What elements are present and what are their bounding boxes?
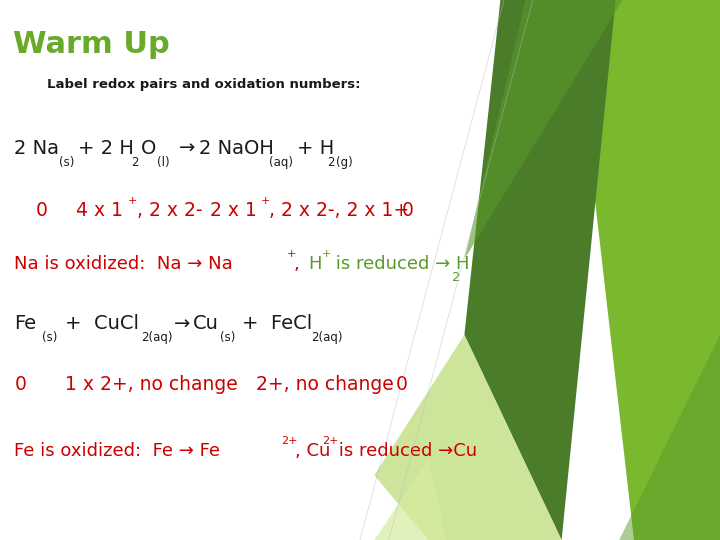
Text: 0: 0: [396, 375, 408, 394]
Text: O: O: [141, 139, 156, 158]
Text: , 2 x 2-: , 2 x 2-: [137, 201, 202, 220]
Text: 0: 0: [36, 201, 48, 220]
Polygon shape: [464, 0, 623, 259]
Text: (l): (l): [157, 156, 170, 169]
Text: →: →: [174, 314, 191, 333]
Text: (s): (s): [59, 156, 74, 169]
Text: 2+: 2+: [323, 436, 339, 447]
Text: 2: 2: [452, 271, 461, 284]
Polygon shape: [374, 335, 562, 540]
Text: +  FeCl: + FeCl: [242, 314, 312, 333]
Text: 2: 2: [327, 156, 334, 169]
Text: is reduced →Cu: is reduced →Cu: [333, 442, 477, 460]
Text: →: →: [179, 139, 195, 158]
Polygon shape: [569, 335, 720, 540]
Text: 2+, no change: 2+, no change: [256, 375, 394, 394]
Text: 2 x 1: 2 x 1: [210, 201, 257, 220]
Text: Warm Up: Warm Up: [13, 30, 170, 59]
Text: 2 Na: 2 Na: [14, 139, 59, 158]
Text: 2 NaOH: 2 NaOH: [199, 139, 274, 158]
Text: Fe is oxidized:  Fe → Fe: Fe is oxidized: Fe → Fe: [14, 442, 220, 460]
Text: is reduced → H: is reduced → H: [330, 255, 469, 273]
Text: Cu: Cu: [193, 314, 219, 333]
Polygon shape: [374, 459, 446, 540]
Text: , 2 x 2-, 2 x 1+: , 2 x 2-, 2 x 1+: [269, 201, 410, 220]
Text: , Cu: , Cu: [295, 442, 330, 460]
Polygon shape: [464, 0, 616, 540]
Text: (s): (s): [220, 331, 235, 345]
Text: (g): (g): [336, 156, 352, 169]
Polygon shape: [572, 0, 720, 540]
Text: Label redox pairs and oxidation numbers:: Label redox pairs and oxidation numbers:: [47, 78, 360, 91]
Text: ,: ,: [294, 255, 300, 273]
Text: +: +: [128, 196, 138, 206]
Text: 1 x 2+, no change: 1 x 2+, no change: [65, 375, 238, 394]
Text: 2(aq): 2(aq): [311, 331, 343, 345]
Text: +: +: [287, 249, 296, 259]
Text: + 2 H: + 2 H: [78, 139, 134, 158]
Text: +: +: [322, 249, 331, 259]
Text: Fe: Fe: [14, 314, 37, 333]
Text: 2: 2: [131, 156, 138, 169]
Text: (aq): (aq): [269, 156, 293, 169]
Text: 0: 0: [14, 375, 26, 394]
Text: H: H: [308, 255, 322, 273]
Text: +: +: [261, 196, 270, 206]
Text: 4 x 1: 4 x 1: [76, 201, 122, 220]
Text: 2(aq): 2(aq): [141, 331, 173, 345]
Text: +  CuCl: + CuCl: [65, 314, 139, 333]
Text: 0: 0: [402, 201, 413, 220]
Text: + H: + H: [297, 139, 334, 158]
Text: 2+: 2+: [281, 436, 297, 447]
Text: Na is oxidized:  Na → Na: Na is oxidized: Na → Na: [14, 255, 233, 273]
Text: (s): (s): [42, 331, 57, 345]
